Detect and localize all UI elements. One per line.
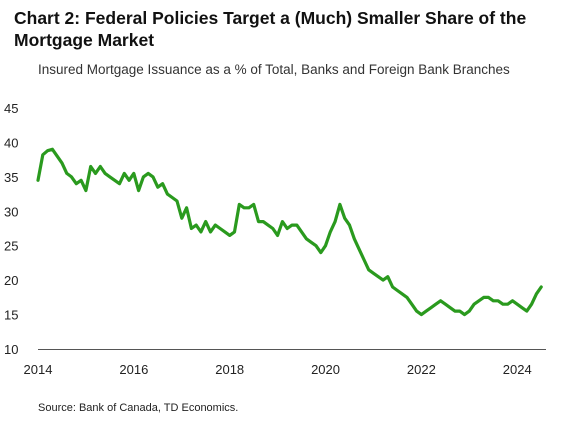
y-tick-label: 35	[4, 170, 18, 185]
y-tick-label: 30	[4, 204, 18, 219]
y-tick-label: 40	[4, 135, 18, 150]
x-tick-label: 2020	[311, 362, 340, 377]
source-note: Source: Bank of Canada, TD Economics.	[38, 402, 239, 414]
series-line	[36, 147, 543, 317]
x-tick-label: 2024	[503, 362, 532, 377]
x-tick-label: 2022	[407, 362, 436, 377]
y-tick-label: 15	[4, 308, 18, 323]
y-tick-label: 10	[4, 342, 18, 357]
y-tick-label: 20	[4, 273, 18, 288]
chart-title: Chart 2: Federal Policies Target a (Much…	[14, 8, 527, 50]
x-tick-label: 2018	[215, 362, 244, 377]
y-tick-label: 25	[4, 239, 18, 254]
y-tick-label: 45	[4, 101, 18, 116]
x-tick-label: 2014	[24, 362, 53, 377]
x-tick-label: 2016	[119, 362, 148, 377]
chart-subtitle: Insured Mortgage Issuance as a % of Tota…	[38, 62, 510, 77]
